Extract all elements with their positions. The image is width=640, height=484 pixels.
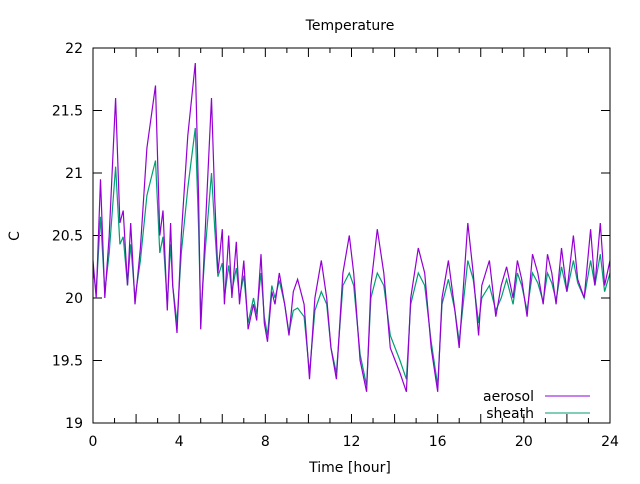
x-axis-label: Time [hour]: [308, 460, 391, 476]
x-tick-label: 16: [429, 434, 447, 450]
x-tick-label: 24: [601, 434, 619, 450]
x-tick-label: 20: [515, 434, 533, 450]
plot-border: [92, 47, 611, 424]
legend-label-sheath: sheath: [486, 406, 534, 422]
legend-label-aerosol: aerosol: [483, 389, 534, 405]
y-tick-label: 21: [65, 166, 83, 182]
x-tick-label: 4: [175, 434, 184, 450]
y-tick-label: 21.5: [52, 104, 83, 120]
y-tick-label: 22: [65, 41, 83, 57]
series-line-aerosol: [92, 62, 611, 392]
y-tick-label: 19.5: [52, 354, 83, 370]
y-tick-label: 19: [65, 416, 83, 432]
x-tick-label: 0: [89, 434, 98, 450]
x-tick-label: 8: [261, 434, 270, 450]
axis-ticks: 0 4 8 12 16 20 24 19 19.5 20 20.5 21 21.5 22: [52, 41, 619, 450]
series-lines: [92, 62, 611, 392]
y-tick-label: 20.5: [52, 229, 83, 245]
legend: aerosol sheath: [483, 389, 590, 422]
x-tick-label: 12: [343, 434, 361, 450]
y-tick-label: 20: [65, 291, 83, 307]
y-axis-label: C: [7, 231, 23, 241]
chart-title: Temperature: [305, 18, 395, 34]
